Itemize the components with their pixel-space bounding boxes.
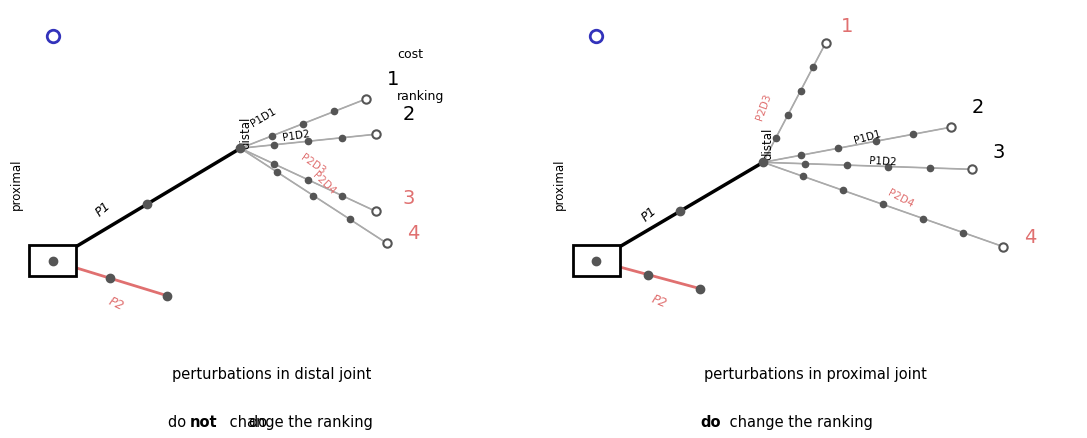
Text: perturbations in distal joint: perturbations in distal joint (172, 366, 372, 381)
Text: P2D4: P2D4 (311, 170, 337, 196)
Text: 2: 2 (972, 97, 984, 117)
Text: cost: cost (397, 48, 423, 61)
Text: distal: distal (239, 117, 252, 149)
Bar (573, 245, 620, 277)
Text: P1D1: P1D1 (853, 128, 882, 145)
Text: P2: P2 (107, 294, 125, 313)
Text: P1: P1 (93, 198, 113, 219)
Text: 1: 1 (387, 69, 399, 88)
Text: perturbations in proximal joint: perturbations in proximal joint (703, 366, 927, 381)
Text: change the ranking: change the ranking (225, 414, 373, 429)
Text: 3: 3 (992, 143, 1005, 162)
Text: ranking: ranking (397, 90, 445, 103)
Text: 1: 1 (841, 17, 853, 36)
Text: not: not (190, 414, 217, 429)
Text: P1: P1 (639, 204, 659, 224)
Text: P2D3: P2D3 (299, 152, 327, 175)
Text: P2D3: P2D3 (754, 92, 774, 121)
Text: P1D1: P1D1 (249, 106, 278, 128)
Text: P2: P2 (649, 292, 669, 310)
Text: P1D2: P1D2 (870, 155, 897, 167)
Text: proximal: proximal (10, 158, 23, 210)
Text: distal: distal (762, 127, 775, 159)
Text: P1D2: P1D2 (282, 129, 311, 143)
Text: P2D4: P2D4 (886, 187, 915, 209)
Text: 4: 4 (1024, 227, 1036, 246)
Text: do: do (700, 414, 721, 429)
Text: do: do (168, 414, 191, 429)
Text: proximal: proximal (553, 158, 566, 210)
Text: 3: 3 (402, 188, 414, 208)
Bar (29, 245, 76, 277)
Text: 2: 2 (402, 104, 414, 124)
Text: do: do (249, 414, 272, 429)
Text: 4: 4 (408, 223, 420, 243)
Text: change the ranking: change the ranking (725, 414, 873, 429)
